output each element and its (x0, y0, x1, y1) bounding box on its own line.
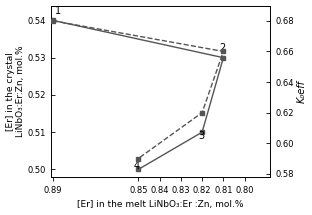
X-axis label: [Er] in the melt LiNbO₃:Er :Zn, mol.%: [Er] in the melt LiNbO₃:Er :Zn, mol.% (77, 200, 244, 209)
Y-axis label: [Er] in the crystal
LiNbO₃:Er:Zn, mol.%: [Er] in the crystal LiNbO₃:Er:Zn, mol.% (6, 45, 25, 137)
Text: 1: 1 (55, 6, 61, 16)
Text: 4: 4 (134, 161, 140, 171)
Y-axis label: K₀eff: K₀eff (296, 80, 306, 103)
Text: 3: 3 (198, 132, 204, 141)
Text: 2: 2 (219, 43, 225, 53)
